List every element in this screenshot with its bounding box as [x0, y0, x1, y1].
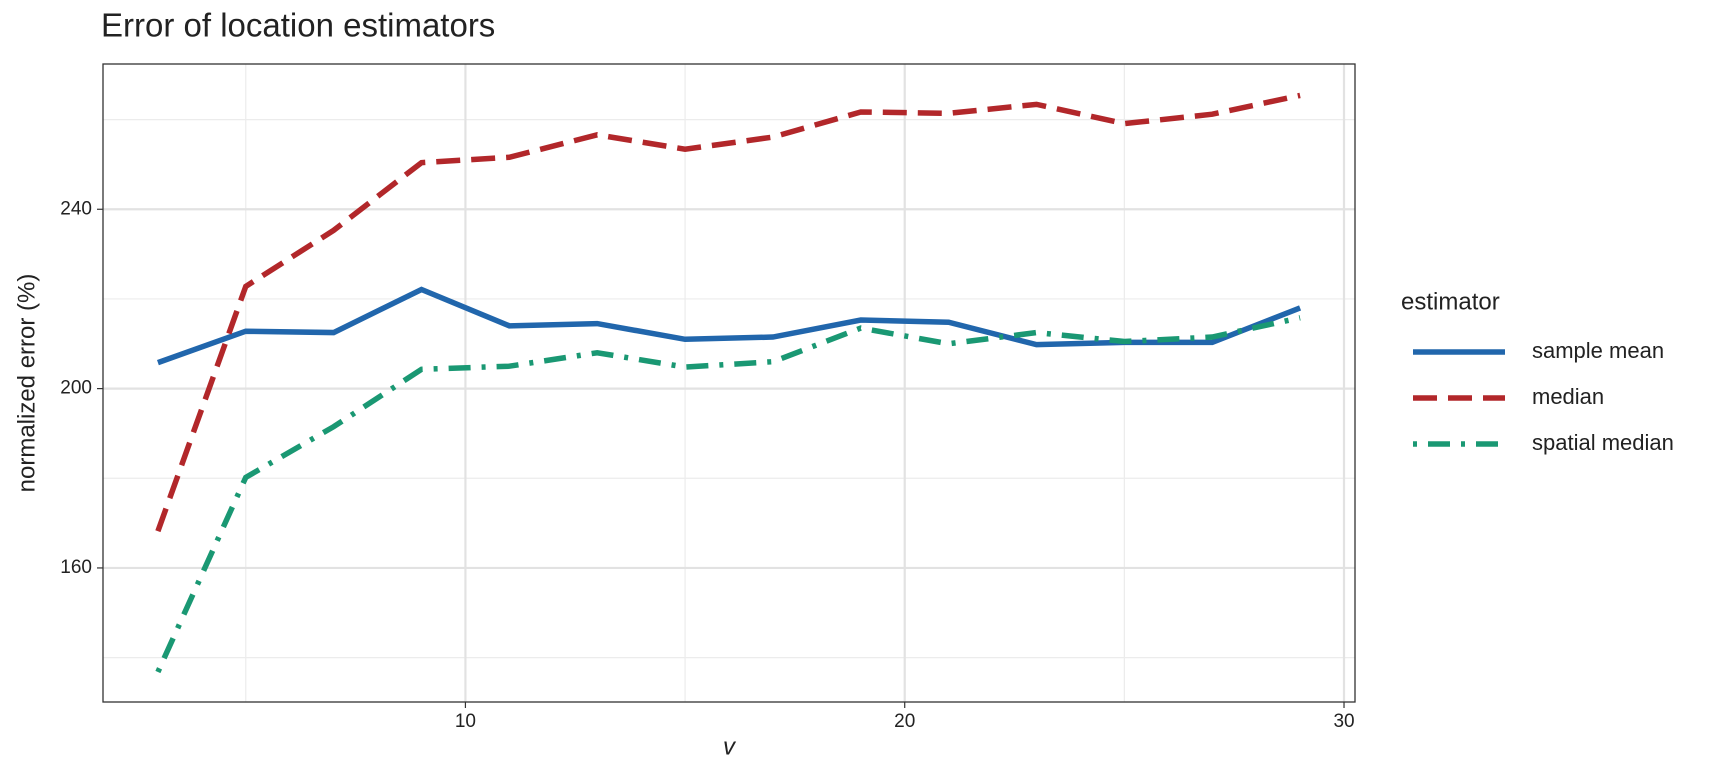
x-tick-label: 10	[455, 711, 476, 732]
plot-border	[102, 63, 1356, 703]
line	[155, 92, 1301, 533]
x-tick-label: 30	[1333, 711, 1354, 732]
chart-title: Error of location estimators	[101, 7, 495, 44]
line	[156, 286, 1302, 366]
x-axis-label: v	[723, 733, 737, 760]
y-axis-label: normalized error (%)	[13, 274, 40, 493]
y-tick-label: 240	[60, 198, 92, 219]
x-tick-label: 20	[894, 711, 915, 732]
legend-label: median	[1532, 384, 1604, 409]
legend-title: estimator	[1401, 288, 1500, 315]
legend-label: spatial median	[1532, 430, 1674, 455]
line	[155, 315, 1301, 674]
y-tick-label: 200	[60, 378, 92, 399]
y-tick-label: 160	[60, 557, 92, 578]
legend-label: sample mean	[1532, 338, 1664, 363]
